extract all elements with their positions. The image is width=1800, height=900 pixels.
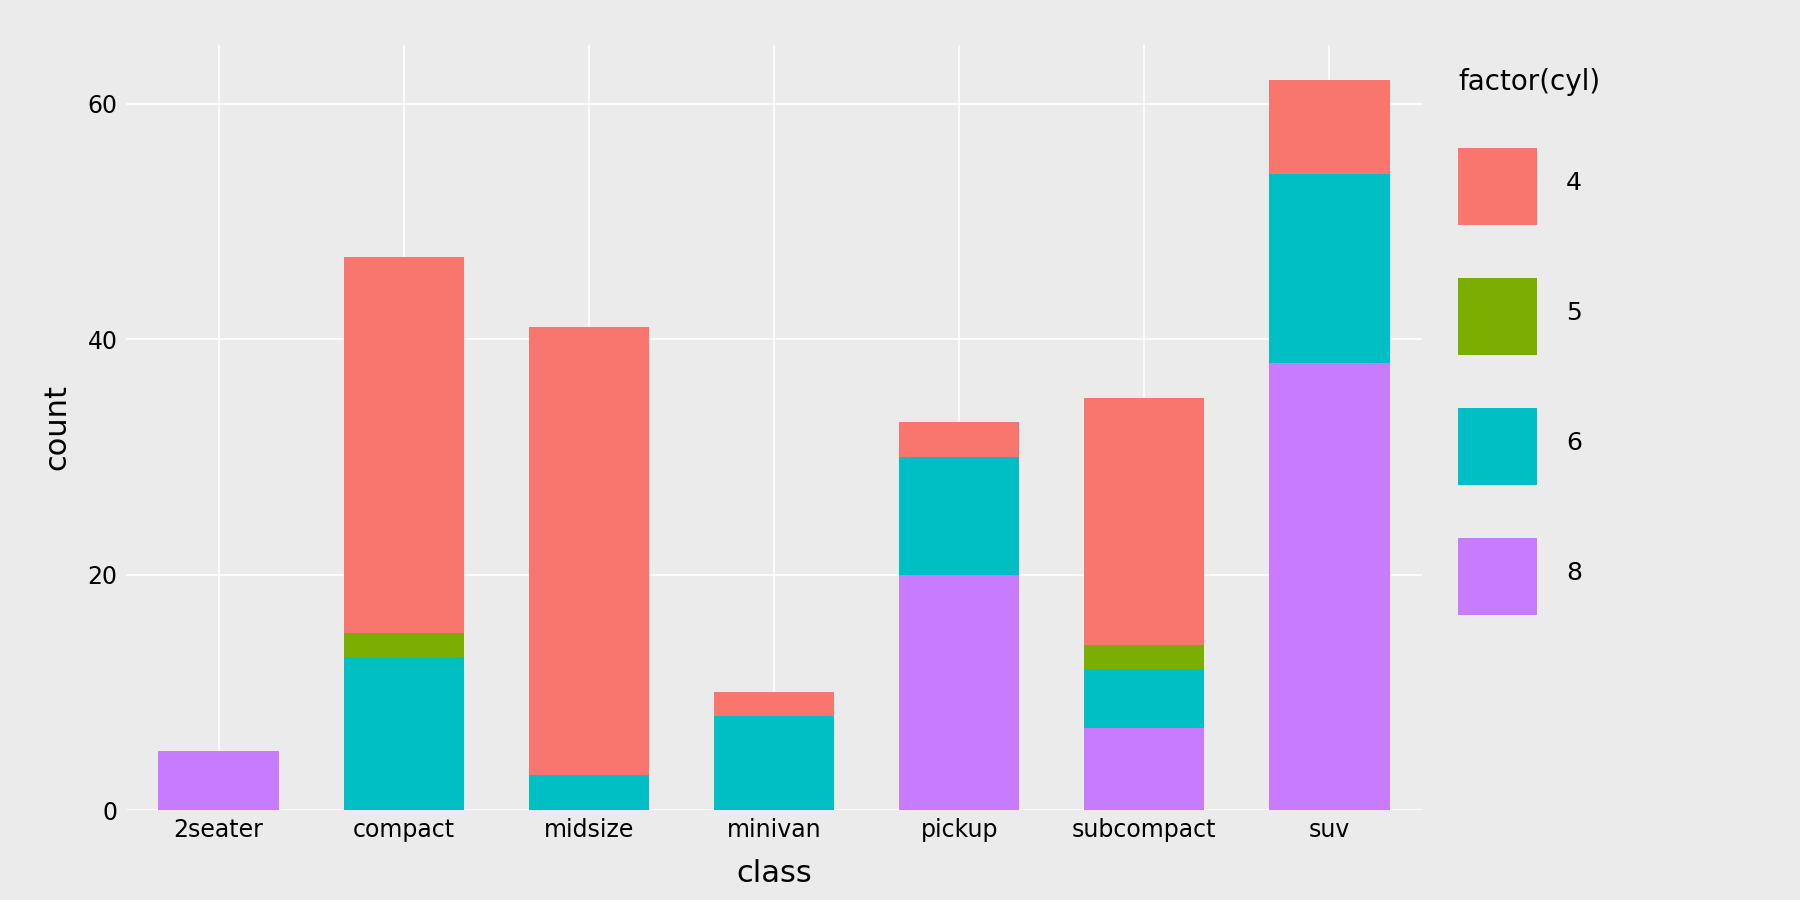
Text: 4: 4 bbox=[1566, 171, 1582, 194]
Bar bbox=[529, 775, 650, 810]
Bar bbox=[158, 752, 279, 810]
Text: factor(cyl): factor(cyl) bbox=[1458, 68, 1600, 96]
Bar bbox=[1269, 175, 1390, 363]
Bar bbox=[715, 692, 833, 716]
FancyBboxPatch shape bbox=[1458, 148, 1537, 225]
Bar bbox=[1084, 645, 1204, 669]
FancyBboxPatch shape bbox=[1458, 409, 1537, 485]
Bar bbox=[1269, 363, 1390, 810]
Text: 8: 8 bbox=[1566, 561, 1582, 585]
Bar bbox=[344, 256, 464, 634]
Bar bbox=[898, 457, 1019, 574]
Bar bbox=[715, 716, 833, 810]
Text: 5: 5 bbox=[1566, 301, 1582, 325]
Bar bbox=[898, 574, 1019, 810]
Text: 6: 6 bbox=[1566, 431, 1582, 454]
Bar bbox=[1269, 80, 1390, 175]
Y-axis label: count: count bbox=[41, 384, 70, 471]
X-axis label: class: class bbox=[736, 859, 812, 888]
Bar bbox=[1084, 727, 1204, 810]
Bar bbox=[1084, 398, 1204, 645]
Bar bbox=[1084, 669, 1204, 727]
FancyBboxPatch shape bbox=[1458, 538, 1537, 615]
FancyBboxPatch shape bbox=[1458, 278, 1537, 355]
Bar bbox=[529, 328, 650, 775]
Bar bbox=[344, 657, 464, 810]
Bar bbox=[898, 421, 1019, 457]
Bar bbox=[344, 634, 464, 657]
